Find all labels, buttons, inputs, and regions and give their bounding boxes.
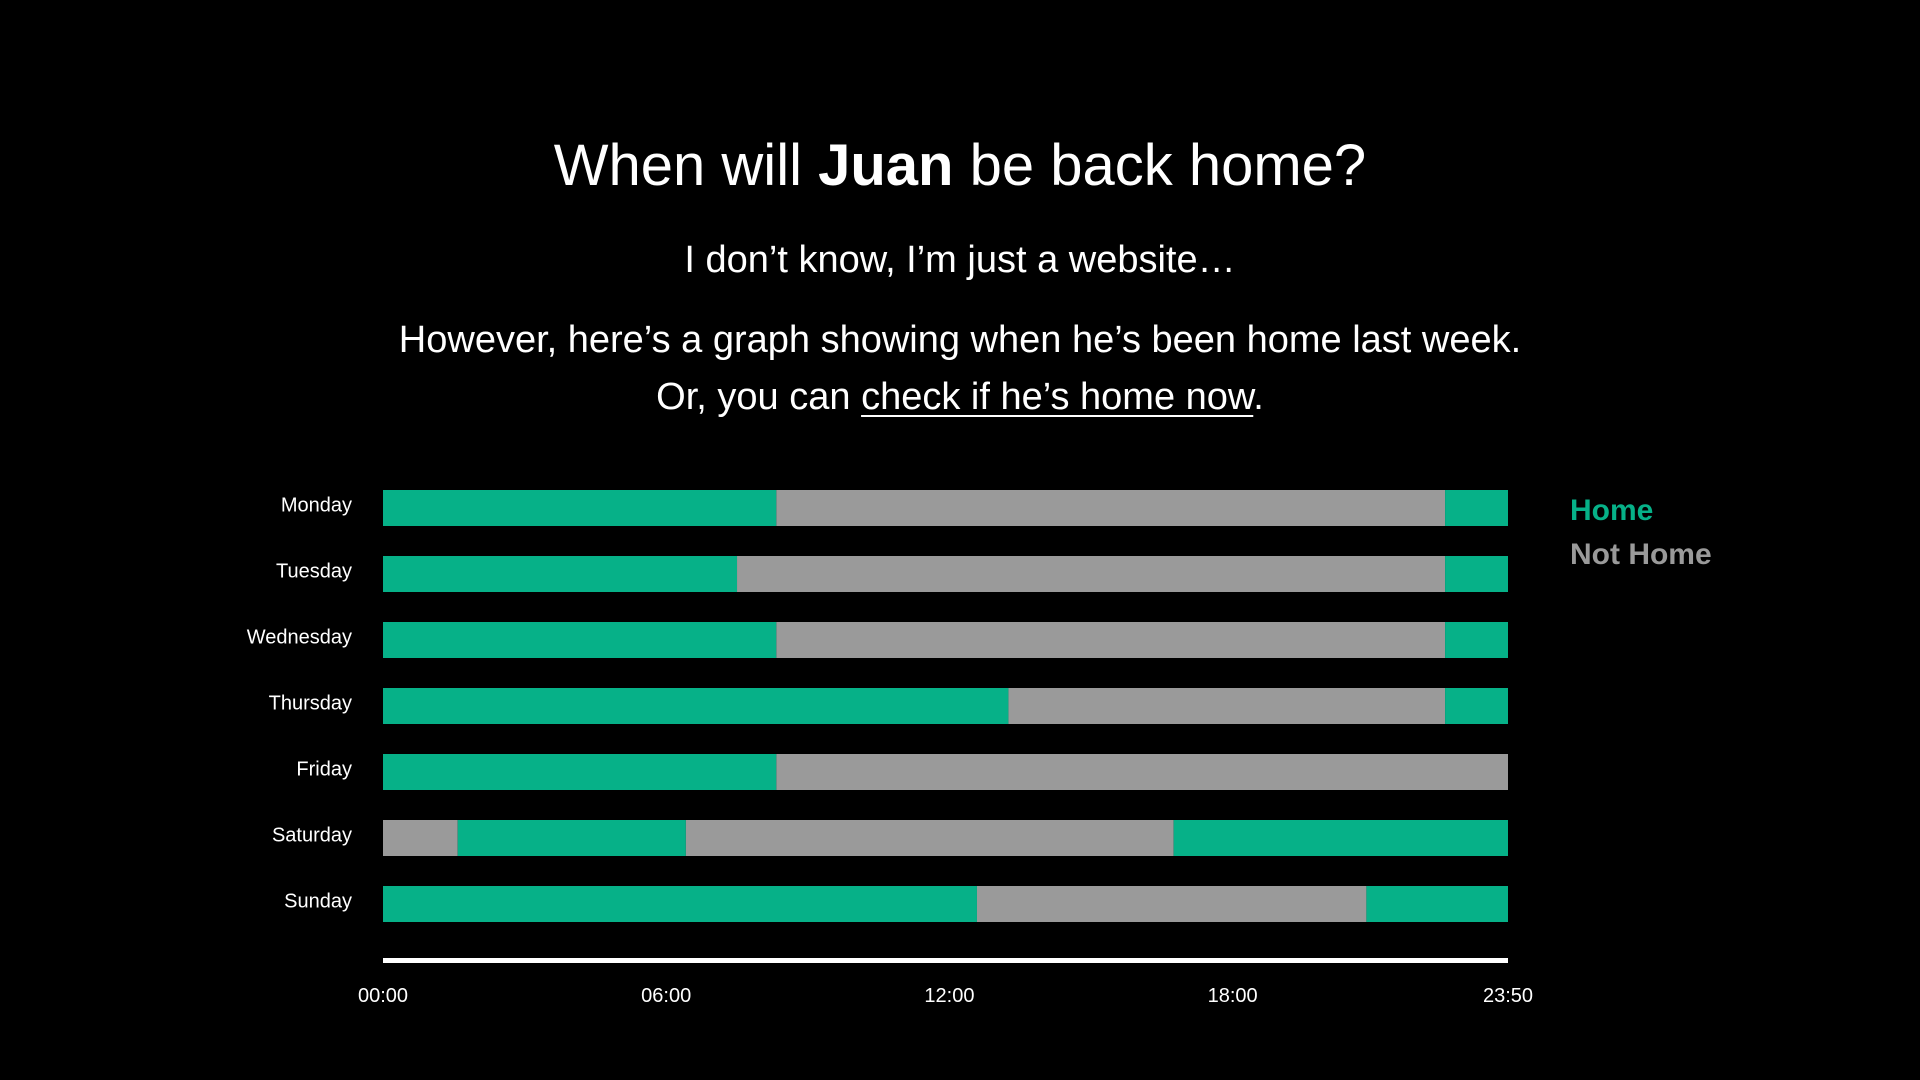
segment-saturday-1-home [457, 820, 686, 856]
segment-wednesday-0-home [383, 622, 777, 658]
x-tick-label-0000: 00:00 [358, 985, 408, 1007]
title-suffix: be back home? [953, 133, 1367, 198]
segment-wednesday-1-not-home [776, 622, 1446, 658]
day-label-sunday: Sunday [284, 890, 352, 912]
day-label-thursday: Thursday [269, 692, 352, 714]
legend-not-home: Not Home [1570, 538, 1712, 571]
segment-friday-0-home [383, 754, 777, 790]
segment-sunday-2-home [1366, 886, 1508, 922]
x-tick-label-1800: 18:00 [1208, 985, 1258, 1007]
title-prefix: When will [553, 133, 819, 198]
segment-sunday-1-not-home [976, 886, 1367, 922]
day-label-tuesday: Tuesday [276, 560, 352, 582]
description-suffix: . [1253, 376, 1264, 418]
segment-saturday-3-home [1173, 820, 1508, 856]
segment-wednesday-2-home [1445, 622, 1508, 658]
day-label-friday: Friday [296, 758, 352, 780]
segment-thursday-1-not-home [1008, 688, 1446, 724]
segment-tuesday-2-home [1445, 556, 1508, 592]
segment-thursday-0-home [383, 688, 1009, 724]
subtitle: I don’t know, I’m just a website… [684, 239, 1236, 281]
segment-monday-1-not-home [776, 490, 1446, 526]
segment-monday-2-home [1445, 490, 1508, 526]
x-tick-label-2350: 23:50 [1483, 985, 1533, 1007]
description-prefix: Or, you can [656, 376, 862, 418]
x-axis-line [383, 958, 1508, 963]
segment-friday-1-not-home [776, 754, 1508, 790]
segment-tuesday-0-home [383, 556, 738, 592]
x-tick-label-0600: 06:00 [641, 985, 691, 1007]
x-tick-label-1200: 12:00 [924, 985, 974, 1007]
description-line-1: However, here’s a graph showing when he’… [398, 319, 1522, 361]
segment-sunday-0-home [383, 886, 977, 922]
segment-saturday-2-not-home [685, 820, 1174, 856]
day-label-wednesday: Wednesday [247, 626, 352, 648]
segment-saturday-0-not-home [383, 820, 458, 856]
segment-monday-0-home [383, 490, 777, 526]
segment-thursday-2-home [1445, 688, 1508, 724]
legend-home: Home [1570, 494, 1653, 527]
description-line-2: Or, you can check if he’s home now. [0, 369, 1920, 426]
segment-tuesday-1-not-home [737, 556, 1446, 592]
day-label-saturday: Saturday [272, 824, 352, 846]
check-home-now-link[interactable]: check if he’s home now [861, 376, 1254, 418]
day-label-monday: Monday [281, 494, 352, 516]
description: However, here’s a graph showing when he’… [0, 312, 1920, 426]
title-name: Juan [818, 133, 954, 198]
page-title: When will Juan be back home? [0, 126, 1920, 206]
